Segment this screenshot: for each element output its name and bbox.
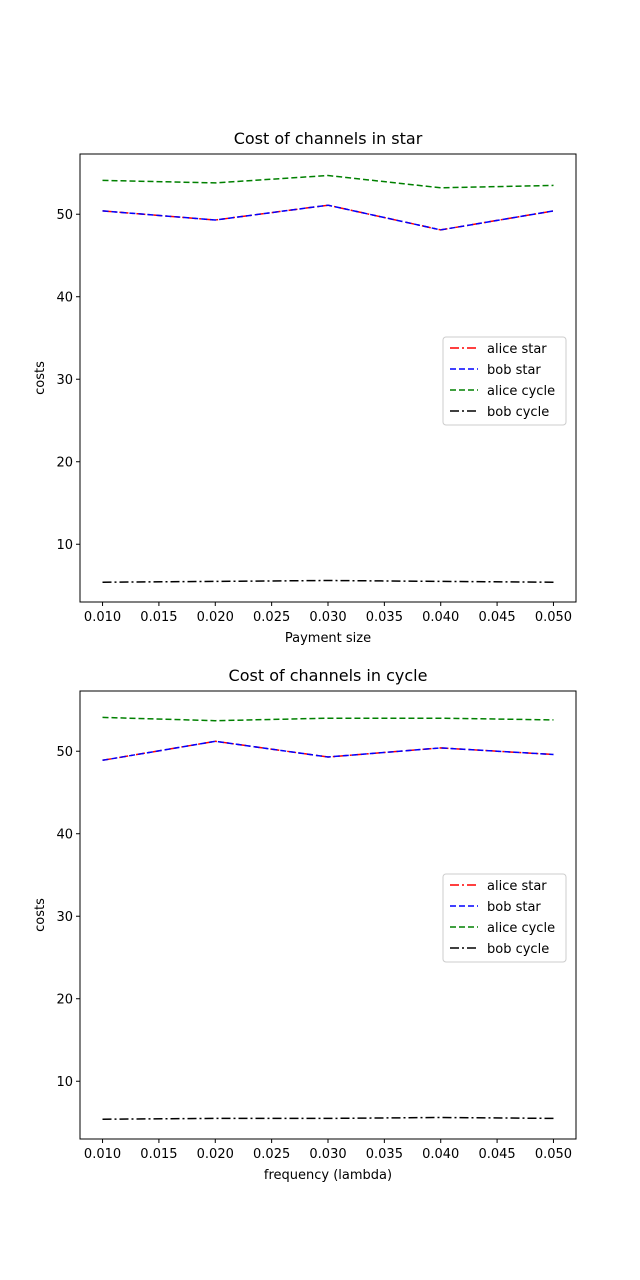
y-tick-label: 40 [56,828,73,843]
y-axis-label: costs [33,898,48,932]
x-tick-label: 0.030 [309,1147,346,1162]
legend-label: bob cycle [487,942,549,957]
y-axis-label: costs [33,361,48,395]
y-tick-label: 10 [56,538,73,553]
y-tick-label: 40 [56,291,73,306]
series-line-bob-cycle [102,1116,554,1120]
x-tick-label: 0.015 [140,1147,177,1162]
legend-label: bob star [487,363,541,378]
legend-box [442,873,567,963]
chart-1: Cost of channels in star 0.010 0.015 0.020 0… [33,129,577,646]
legend: alice star bob star alice cycle bob cycle [442,873,567,963]
chart-title: Cost of channels in star [234,129,423,148]
y-tick-label: 10 [56,1075,73,1090]
chart-2: Cost of channels in cycle 0.010 0.015 0.020… [33,666,577,1183]
legend: alice star bob star alice cycle bob cycle [442,336,567,426]
y-tick-label: 50 [56,745,73,760]
x-axis-label: frequency (lambda) [264,1168,392,1183]
x-tick-label: 0.015 [140,610,177,625]
y-tick-label: 20 [56,993,73,1008]
x-tick-label: 0.030 [309,610,346,625]
x-tick-label: 0.035 [366,1147,403,1162]
legend-box [442,336,567,426]
x-tick-label: 0.050 [535,1147,572,1162]
x-tick-label: 0.045 [478,1147,515,1162]
series-line-alice-star [102,204,554,231]
y-tick-label: 30 [56,373,73,388]
legend-label: alice cycle [487,384,555,399]
legend-label: bob star [487,900,541,915]
x-tick-label: 0.040 [422,610,459,625]
legend-label: alice star [487,879,547,894]
x-tick-label: 0.025 [253,1147,290,1162]
legend-label: alice cycle [487,921,555,936]
x-tick-label: 0.045 [478,610,515,625]
x-tick-label: 0.010 [84,1147,121,1162]
y-tick-label: 50 [56,208,73,223]
legend-label: alice star [487,342,547,357]
series-line-bob-star [102,740,554,762]
x-tick-label: 0.020 [197,1147,234,1162]
x-axis-label: Payment size [285,631,371,646]
legend-label: bob cycle [487,405,549,420]
x-tick-label: 0.025 [253,610,290,625]
y-tick-label: 30 [56,910,73,925]
chart-title: Cost of channels in cycle [229,666,428,685]
x-tick-label: 0.020 [197,610,234,625]
series-line-alice-cycle [102,716,554,722]
x-tick-label: 0.035 [366,610,403,625]
x-tick-label: 0.040 [422,1147,459,1162]
y-tick-label: 20 [56,456,73,471]
series-line-bob-star [102,204,554,231]
x-tick-label: 0.010 [84,610,121,625]
series-line-bob-cycle [102,579,554,583]
series-line-alice-cycle [102,174,554,189]
x-tick-label: 0.050 [535,610,572,625]
